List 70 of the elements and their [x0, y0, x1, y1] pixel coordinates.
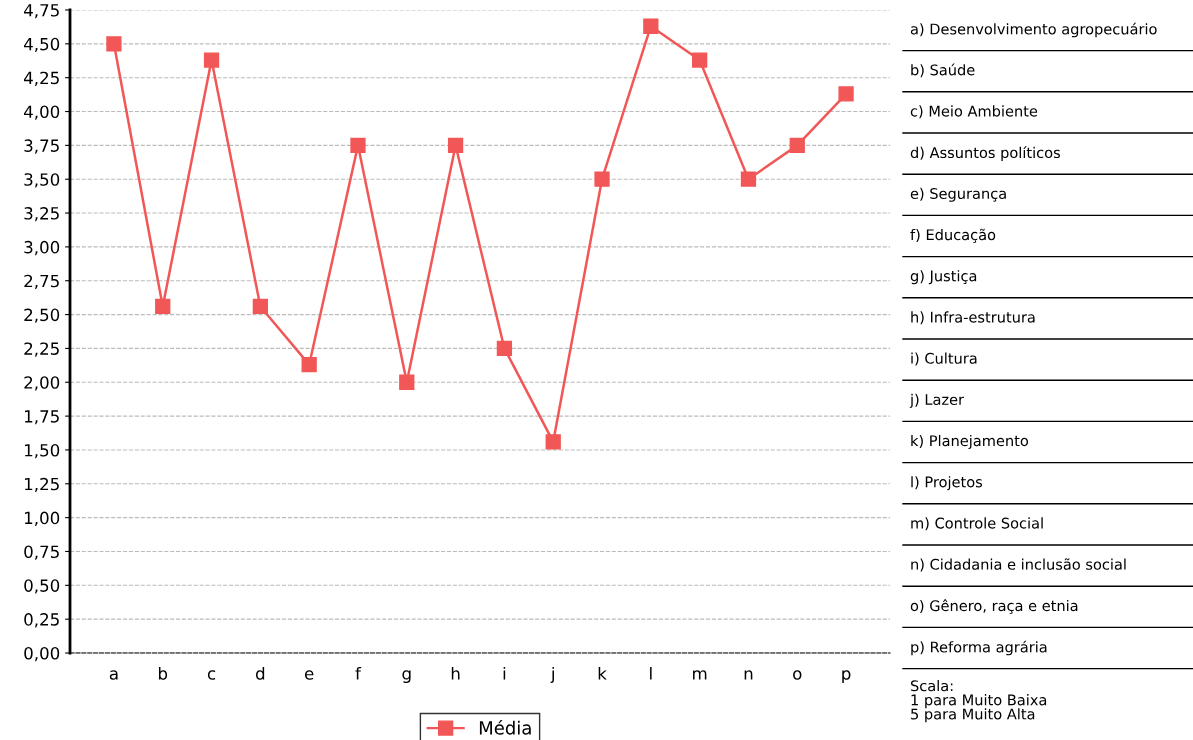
text: e) Segurança — [910, 187, 1006, 202]
y-tick-label: 2,50 — [24, 308, 60, 323]
point — [545, 434, 561, 450]
text: p) Reforma agrária — [911, 640, 1047, 656]
x-tick-label: n — [744, 670, 753, 680]
point — [594, 171, 610, 187]
text: k) Planejamento — [911, 434, 1029, 450]
text: n) Cidadania e inclusão social — [911, 558, 1126, 572]
point — [203, 52, 220, 68]
point — [106, 36, 122, 52]
y-tick-label: 0,50 — [24, 579, 60, 594]
text: d) Assuntos políticos — [910, 146, 1060, 161]
text: g) Justiça — [910, 270, 977, 285]
x-tick-label: m — [693, 670, 707, 680]
point — [447, 137, 464, 154]
y-tick-label: 0,00 — [24, 646, 60, 662]
x-tick-label: a — [109, 670, 118, 680]
text: c) Meio Ambiente — [910, 105, 1038, 119]
text: b) Saúde — [911, 63, 975, 78]
y-tick-label: 4,00 — [23, 105, 60, 120]
point — [399, 374, 415, 390]
x-tick-label: g — [402, 670, 411, 684]
point — [496, 340, 513, 357]
point — [692, 52, 708, 68]
point — [740, 171, 757, 187]
text: a) Desenvolvimento agropecuário — [910, 22, 1157, 38]
x-tick-label: h — [451, 666, 460, 680]
point — [301, 357, 317, 373]
text: i) Cultura — [911, 352, 977, 366]
x-tick-label: b — [158, 666, 168, 680]
x-tick-label: d — [255, 666, 265, 680]
text: m) Controle Social — [911, 517, 1043, 531]
y-tick-label: 2,00 — [24, 376, 60, 391]
text: Scala: 1 para Muito Baixa 5 para Muito Alta — [910, 680, 1047, 723]
y-tick-label: 4,75 — [23, 4, 59, 19]
y-tick-label: 4,50 — [23, 37, 60, 53]
x-tick-label: k — [598, 666, 607, 680]
y-tick-label: 2,75 — [24, 274, 59, 290]
y-tick-label: 1,00 — [25, 511, 60, 526]
y-tick-label: 3,50 — [24, 173, 60, 188]
x-tick-label: f — [355, 666, 362, 680]
point — [789, 137, 805, 154]
y-tick-label: 3,75 — [24, 139, 59, 154]
text: l) Projetos — [911, 476, 983, 491]
legend-label: Média — [479, 719, 531, 735]
y-tick-label: 3,25 — [24, 207, 59, 222]
y-tick-label: 1,75 — [25, 410, 59, 425]
x-tick-label: l — [650, 666, 652, 680]
text: o) Gênero, raça e etnia — [910, 599, 1078, 614]
point — [350, 137, 366, 154]
x-tick-label: o — [793, 670, 802, 680]
x-tick-label: e — [304, 670, 314, 680]
x-tick-label: c — [207, 670, 216, 680]
point — [643, 18, 659, 34]
y-tick-label: 2,25 — [24, 342, 59, 357]
y-tick-label: 3,00 — [24, 240, 60, 256]
text: j) Lazer — [909, 393, 965, 408]
x-tick-label: j — [550, 666, 554, 684]
text: f) Educação — [910, 228, 996, 243]
point — [838, 86, 854, 102]
text: h) Infra-estrutura — [911, 311, 1035, 325]
x-tick-label: i — [503, 666, 506, 680]
y-tick-label: 1,50 — [25, 443, 60, 459]
y-tick-label: 0,25 — [24, 613, 59, 628]
point — [155, 298, 171, 315]
x-tick-label: p — [842, 670, 851, 684]
y-tick-label: 1,25 — [25, 477, 59, 493]
y-tick-label: 0,75 — [24, 545, 59, 560]
y-tick-label: 4,25 — [23, 71, 59, 86]
point — [252, 298, 268, 315]
